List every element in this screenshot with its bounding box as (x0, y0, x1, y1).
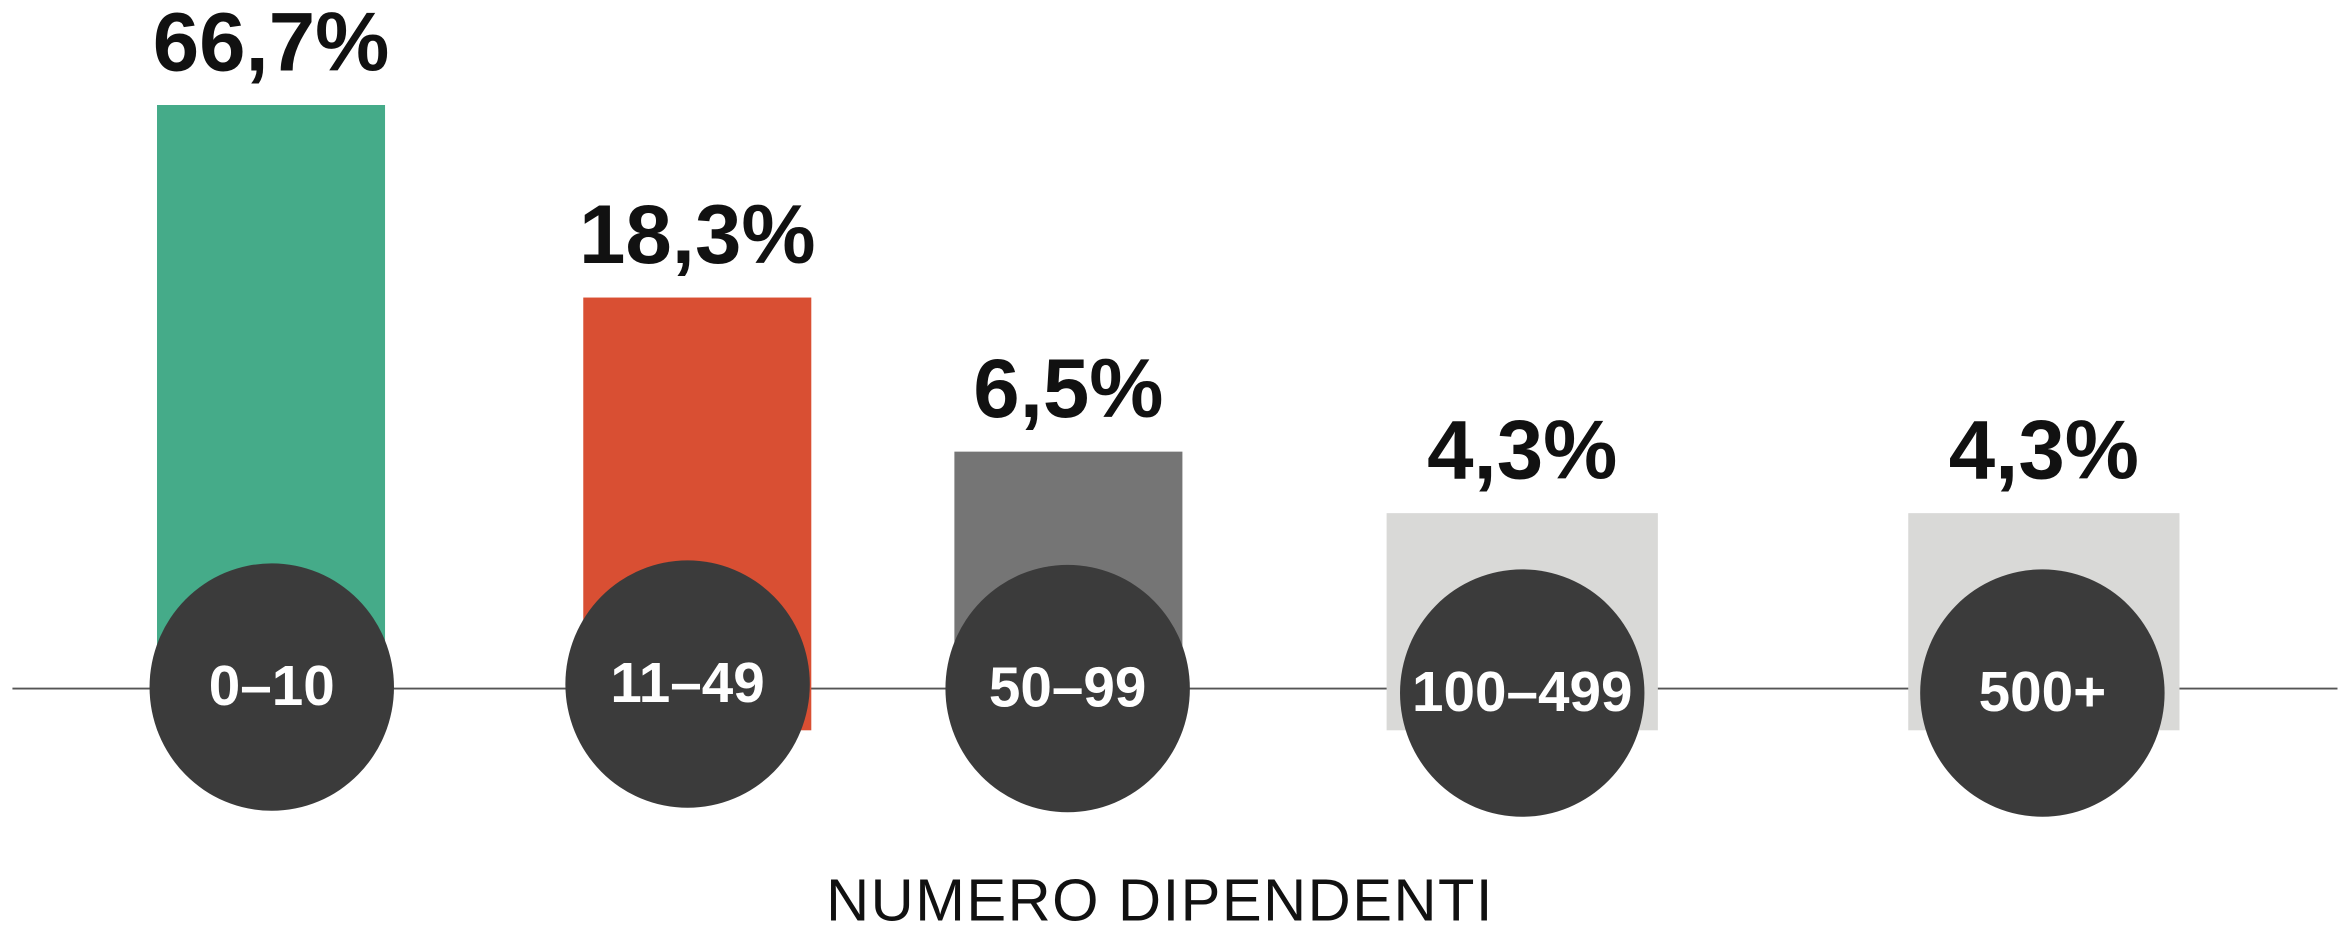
x-tick-label: 100–499 (1412, 661, 1632, 724)
x-tick-label: 500+ (1979, 661, 2107, 724)
x-axis-label: NUMERO DIPENDENTI (826, 866, 1494, 933)
value-label: 66,7% (153, 0, 390, 88)
category-badge (945, 564, 1190, 813)
value-label: 4,3% (1949, 403, 2139, 497)
value-label: 4,3% (1427, 403, 1617, 497)
category-badge (1400, 569, 1645, 817)
x-tick-label: 11–49 (610, 652, 764, 715)
category-badge (565, 560, 810, 808)
category-badge (149, 563, 394, 811)
category-badge (1920, 569, 2165, 817)
x-tick-label: 0–10 (209, 655, 335, 718)
value-label: 6,5% (973, 341, 1163, 435)
value-label: 18,3% (579, 187, 816, 281)
x-tick-label: 50–99 (989, 657, 1146, 720)
